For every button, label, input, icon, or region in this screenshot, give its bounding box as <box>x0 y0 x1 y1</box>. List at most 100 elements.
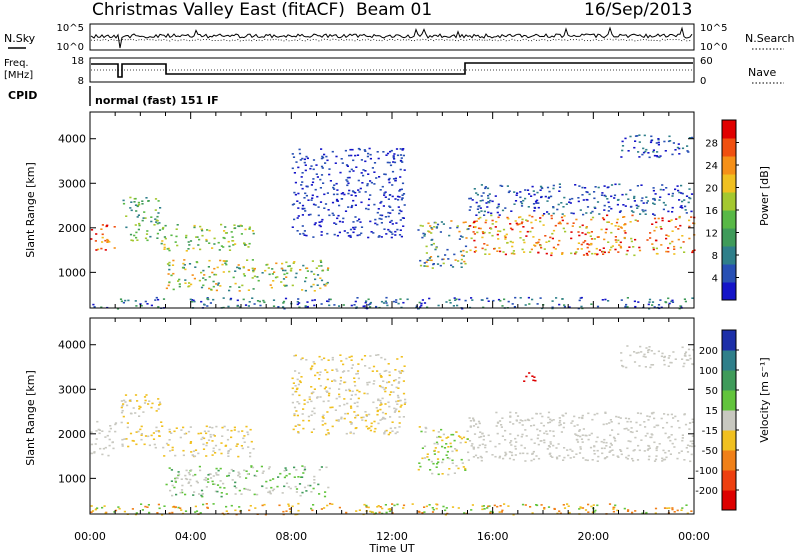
echo-cell <box>623 507 626 510</box>
echo-cell <box>603 251 606 254</box>
echo-cell <box>242 266 245 268</box>
echo-cell <box>283 485 286 488</box>
echo-cell <box>376 413 379 416</box>
echo-cell <box>90 505 93 507</box>
echo-cell <box>397 199 400 201</box>
echo-cell <box>401 194 404 196</box>
echo-cell <box>343 398 346 400</box>
echo-cell <box>316 176 319 178</box>
echo-cell <box>188 473 191 476</box>
echo-cell <box>610 444 613 446</box>
echo-cell <box>289 487 292 490</box>
echo-cell <box>295 161 298 163</box>
echo-cell <box>350 355 353 358</box>
echo-cell <box>175 235 178 238</box>
echo-cell <box>320 220 323 223</box>
echo-cell <box>688 237 691 240</box>
echo-cell <box>207 430 210 433</box>
echo-cell <box>205 432 208 435</box>
echo-cell <box>341 162 344 164</box>
echo-cell <box>422 232 425 235</box>
echo-cell <box>473 221 476 223</box>
echo-cell <box>381 386 384 389</box>
echo-cell <box>655 142 658 144</box>
echo-cell <box>319 277 322 279</box>
echo-cell <box>564 230 567 233</box>
echo-cell <box>205 425 208 428</box>
echo-cell <box>305 234 308 237</box>
echo-cell <box>469 420 472 422</box>
echo-cell <box>427 230 430 232</box>
echo-cell <box>94 443 97 445</box>
echo-cell <box>482 438 485 441</box>
echo-cell <box>137 201 140 204</box>
echo-cell <box>370 181 373 184</box>
echo-cell <box>343 381 346 384</box>
freq-label-1: Freq. <box>4 58 29 69</box>
echo-cell <box>579 506 582 508</box>
echo-cell <box>491 234 494 237</box>
echo-cell <box>327 432 330 434</box>
echo-cell <box>625 427 628 430</box>
echo-cell <box>586 254 589 256</box>
echo-cell <box>671 507 674 509</box>
echo-cell <box>657 304 661 306</box>
echo-cell <box>455 298 458 300</box>
echo-cell <box>667 210 670 213</box>
echo-cell <box>498 511 501 513</box>
echo-cell <box>510 440 513 442</box>
echo-cell <box>358 191 361 193</box>
echo-cell <box>522 239 525 241</box>
echo-cell <box>303 197 306 199</box>
echo-cell <box>633 300 636 303</box>
echo-cell <box>419 306 422 308</box>
echo-cell <box>229 448 232 451</box>
echo-cell <box>627 198 630 200</box>
echo-cell <box>147 200 150 202</box>
echo-cell <box>626 297 629 299</box>
echo-cell <box>311 194 314 197</box>
echo-cell <box>380 236 383 238</box>
echo-cell <box>121 409 124 412</box>
echo-cell <box>671 301 675 303</box>
echo-cell <box>126 404 129 407</box>
echo-cell <box>426 259 429 261</box>
echo-cell <box>205 442 209 444</box>
echo-cell <box>633 195 636 198</box>
echo-cell <box>691 442 694 445</box>
echo-cell <box>223 425 226 428</box>
echo-cell <box>206 297 209 299</box>
echo-cell <box>613 194 617 197</box>
echo-cell <box>376 370 379 372</box>
echo-cell <box>399 148 402 150</box>
echo-cell <box>531 298 534 301</box>
echo-cell <box>149 235 152 238</box>
echo-cell <box>315 267 318 269</box>
echo-cell <box>354 195 357 197</box>
echo-cell <box>462 249 465 252</box>
echo-cell <box>516 415 520 417</box>
echo-cell <box>222 297 225 299</box>
echo-cell <box>316 195 319 198</box>
echo-cell <box>335 397 338 400</box>
echo-cell <box>613 197 616 199</box>
echo-cell <box>93 306 96 308</box>
echo-cell <box>307 415 310 418</box>
echo-cell <box>633 146 636 149</box>
echo-cell <box>135 305 138 307</box>
echo-cell <box>650 139 653 142</box>
echo-cell <box>399 399 402 402</box>
echo-cell <box>437 255 440 258</box>
echo-cell <box>531 375 534 377</box>
echo-cell <box>120 400 123 402</box>
echo-cell <box>484 444 487 446</box>
echo-cell <box>540 504 543 506</box>
echo-cell <box>108 444 111 447</box>
echo-cell <box>168 264 171 267</box>
echo-cell <box>318 378 321 380</box>
echo-cell <box>690 193 694 195</box>
echo-cell <box>313 407 316 410</box>
echo-cell <box>435 507 438 510</box>
echo-cell <box>648 298 652 301</box>
echo-cell <box>458 298 461 301</box>
